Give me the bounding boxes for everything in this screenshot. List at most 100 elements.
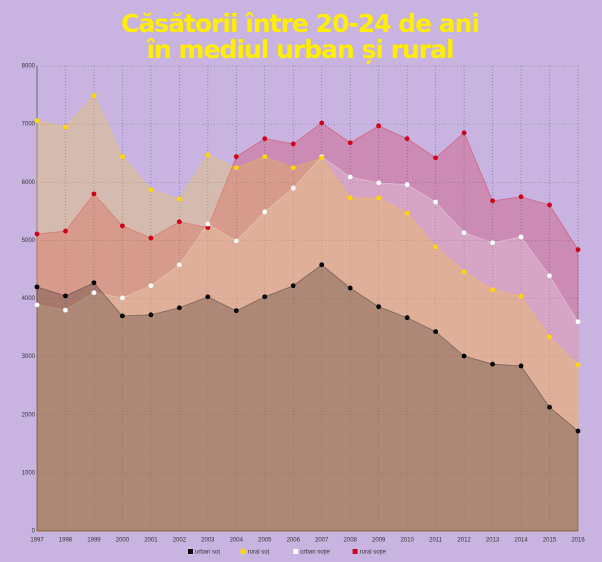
point — [120, 154, 125, 160]
x-tick-label: 2001 — [144, 538, 158, 544]
point — [120, 223, 125, 229]
point — [404, 210, 410, 216]
y-tick-label: 0 — [32, 529, 36, 535]
point — [347, 140, 353, 146]
point — [575, 428, 581, 434]
point — [262, 294, 268, 300]
point — [575, 319, 581, 325]
point — [347, 285, 353, 291]
point — [34, 284, 40, 290]
point — [176, 262, 182, 268]
point — [547, 404, 552, 410]
point — [376, 180, 382, 186]
point — [547, 273, 552, 279]
point — [518, 194, 524, 200]
x-tick-label: 2016 — [571, 538, 585, 544]
point — [176, 305, 182, 311]
point — [490, 287, 495, 293]
point — [518, 234, 524, 240]
x-tick-label: 2011 — [429, 538, 443, 544]
point — [290, 165, 296, 171]
point — [34, 118, 40, 124]
point — [319, 262, 325, 268]
legend-swatch — [188, 549, 193, 554]
legend-swatch — [240, 549, 246, 554]
x-tick-label: 2014 — [514, 538, 528, 544]
legend-label: urban soț — [195, 550, 220, 556]
y-tick-label: 5000 — [22, 238, 36, 244]
point — [376, 123, 382, 129]
point — [290, 141, 296, 147]
x-tick-label: 2006 — [287, 538, 301, 544]
x-tick-label: 2004 — [230, 538, 244, 544]
point — [347, 174, 353, 180]
point — [91, 93, 97, 99]
y-tick-label: 7000 — [22, 122, 36, 128]
point — [461, 130, 467, 136]
point — [376, 195, 382, 201]
y-tick-label: 3000 — [22, 354, 36, 360]
x-tick-label: 2005 — [258, 538, 272, 544]
x-tick-label: 1997 — [30, 538, 44, 544]
point — [518, 363, 524, 369]
point — [262, 209, 268, 215]
x-tick-label: 2010 — [400, 538, 414, 544]
point — [404, 136, 410, 142]
point — [148, 235, 154, 241]
legend-swatch — [293, 549, 299, 554]
point — [262, 154, 268, 160]
point — [433, 199, 439, 205]
y-tick-label: 4000 — [22, 296, 36, 302]
point — [376, 304, 382, 310]
chart-title: în mediul urban și rural — [145, 35, 453, 64]
legend-label: rural soț — [248, 550, 270, 556]
point — [233, 308, 239, 314]
point — [176, 196, 182, 202]
point — [205, 294, 211, 300]
point — [148, 187, 154, 193]
legend-swatch — [352, 549, 358, 554]
point — [461, 353, 467, 359]
point — [120, 295, 125, 301]
point — [433, 244, 439, 250]
point — [205, 152, 211, 158]
legend-label: rural soție — [360, 550, 387, 556]
point — [433, 329, 439, 335]
x-tick-label: 2008 — [344, 538, 358, 544]
point — [461, 230, 467, 236]
y-tick-label: 6000 — [22, 180, 36, 186]
x-tick-label: 2012 — [457, 538, 471, 544]
x-tick-label: 2002 — [173, 538, 187, 544]
point — [233, 154, 239, 160]
point — [404, 315, 410, 321]
point — [233, 238, 239, 244]
point — [63, 228, 68, 234]
x-tick-label: 2003 — [201, 538, 215, 544]
point — [91, 191, 97, 197]
point — [490, 240, 495, 246]
point — [433, 155, 439, 161]
point — [148, 283, 154, 289]
y-tick-label: 1000 — [22, 470, 36, 476]
point — [319, 120, 325, 126]
point — [148, 312, 154, 318]
point — [547, 202, 552, 208]
point — [63, 307, 68, 313]
point — [205, 221, 211, 227]
x-tick-label: 1999 — [87, 538, 101, 544]
point — [490, 198, 495, 204]
point — [547, 334, 552, 340]
x-tick-label: 2015 — [543, 538, 557, 544]
point — [91, 280, 97, 286]
point — [233, 165, 239, 171]
y-tick-label: 8000 — [22, 64, 36, 70]
point — [205, 225, 211, 230]
point — [262, 136, 268, 142]
point — [575, 247, 581, 253]
point — [490, 361, 495, 367]
point — [120, 313, 125, 319]
y-tick-label: 2000 — [22, 412, 36, 418]
point — [63, 293, 68, 299]
